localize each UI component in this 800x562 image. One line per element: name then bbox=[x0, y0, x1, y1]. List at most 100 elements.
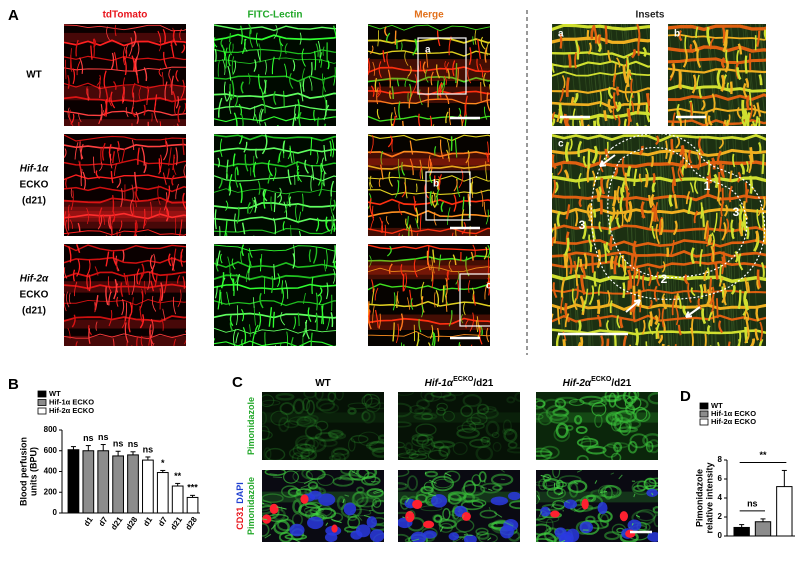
vessel bbox=[446, 62, 450, 74]
vessel bbox=[116, 178, 121, 189]
vessel bbox=[368, 198, 490, 206]
vessel bbox=[394, 107, 398, 118]
vessel bbox=[368, 283, 490, 291]
stain bbox=[478, 533, 498, 542]
texture bbox=[758, 24, 766, 102]
vessel bbox=[150, 201, 153, 219]
vessel bbox=[217, 60, 220, 77]
vessel bbox=[131, 345, 133, 346]
band bbox=[398, 412, 520, 423]
texture bbox=[722, 134, 733, 346]
vessel bbox=[298, 111, 302, 126]
vessel bbox=[333, 25, 336, 39]
vessel bbox=[606, 320, 611, 334]
legend-swatch bbox=[37, 390, 47, 398]
stain bbox=[332, 476, 354, 487]
x-tick-label: d21 bbox=[169, 515, 185, 532]
vessel bbox=[388, 263, 393, 274]
vessel bbox=[241, 339, 243, 346]
vessel bbox=[133, 220, 138, 236]
vessel bbox=[392, 115, 396, 126]
vessel bbox=[116, 258, 119, 272]
vessel bbox=[175, 147, 178, 166]
vessel bbox=[723, 290, 728, 306]
vessel bbox=[641, 319, 646, 335]
vessel bbox=[642, 274, 645, 291]
stain bbox=[500, 478, 505, 481]
vessel bbox=[627, 108, 633, 123]
vessel bbox=[688, 149, 693, 164]
vessel bbox=[79, 161, 82, 170]
vessel bbox=[670, 240, 675, 255]
vessel bbox=[331, 138, 335, 158]
nucleus bbox=[490, 496, 509, 506]
texture bbox=[555, 134, 566, 346]
bar bbox=[127, 454, 139, 514]
vessel bbox=[152, 342, 155, 346]
suffix: /d21 bbox=[611, 378, 631, 389]
vessel bbox=[434, 175, 437, 185]
vessel bbox=[649, 212, 654, 229]
vessel bbox=[659, 218, 664, 235]
texture bbox=[649, 134, 661, 346]
vessel bbox=[284, 280, 289, 299]
stain bbox=[398, 441, 405, 449]
stain bbox=[462, 394, 482, 408]
vessel bbox=[437, 179, 440, 190]
stain bbox=[288, 447, 310, 460]
vessel bbox=[701, 308, 707, 325]
stain bbox=[398, 421, 412, 428]
vessel bbox=[757, 117, 761, 126]
stain bbox=[318, 507, 324, 511]
vessel bbox=[108, 97, 112, 107]
vessel bbox=[648, 267, 652, 287]
vessel bbox=[67, 213, 70, 231]
stain bbox=[463, 534, 473, 536]
vessel bbox=[254, 114, 259, 124]
vessel bbox=[125, 43, 129, 54]
vessel bbox=[311, 164, 315, 181]
vessel bbox=[487, 244, 490, 258]
y-tick-label: 2 bbox=[718, 512, 723, 521]
stain bbox=[304, 424, 323, 440]
stain bbox=[485, 420, 500, 437]
stain bbox=[316, 473, 335, 486]
vessel bbox=[123, 56, 127, 76]
vessel bbox=[248, 248, 253, 258]
stain bbox=[436, 402, 448, 411]
vessel bbox=[470, 181, 474, 195]
vessel bbox=[368, 210, 490, 218]
stain bbox=[430, 392, 452, 398]
vessel bbox=[697, 297, 703, 310]
vessel bbox=[330, 312, 334, 327]
vessel bbox=[655, 223, 660, 245]
legend-label: Hif-2α ECKO bbox=[711, 417, 756, 426]
vessel bbox=[181, 44, 186, 54]
vessel bbox=[158, 207, 162, 217]
cd31 bbox=[262, 514, 272, 524]
vessel bbox=[220, 253, 223, 264]
stain bbox=[420, 485, 434, 495]
stain bbox=[296, 416, 317, 428]
stain bbox=[365, 441, 384, 451]
vessel bbox=[707, 311, 713, 322]
glow bbox=[64, 32, 186, 43]
vessel bbox=[279, 37, 284, 47]
vessel bbox=[674, 292, 680, 308]
vessel bbox=[487, 256, 490, 274]
vessel bbox=[433, 292, 436, 308]
stain bbox=[411, 433, 434, 443]
vessel bbox=[110, 52, 115, 70]
vessel bbox=[374, 309, 379, 328]
vessel bbox=[465, 150, 470, 164]
stain bbox=[292, 499, 302, 514]
vessel bbox=[419, 213, 422, 232]
vessel bbox=[226, 159, 229, 180]
vessel bbox=[223, 81, 227, 102]
vessel bbox=[128, 314, 132, 333]
vessel bbox=[728, 185, 733, 203]
stain bbox=[644, 477, 657, 490]
vessel bbox=[446, 270, 450, 281]
stain bbox=[292, 470, 313, 484]
vessel bbox=[79, 141, 84, 159]
